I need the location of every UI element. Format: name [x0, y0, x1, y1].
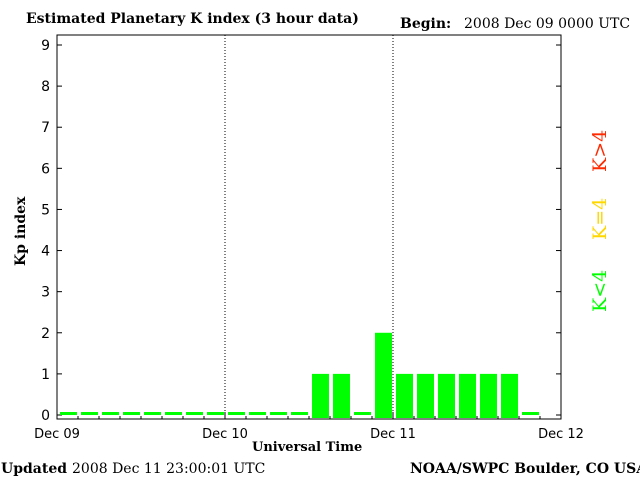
kp-bar	[312, 373, 329, 418]
kp-bar	[270, 412, 287, 415]
source-credit: NOAA/SWPC Boulder, CO USA	[410, 461, 640, 477]
kp-bar	[438, 373, 455, 418]
x-axis-label: Universal Time	[252, 440, 363, 455]
y-axis-label: Kp index	[13, 196, 29, 266]
legend-k-greater-4: K>4	[589, 129, 611, 172]
x-tick-label: Dec 09	[34, 427, 80, 442]
y-tick-label: 7	[41, 120, 50, 136]
y-tick-label: 1	[41, 367, 50, 383]
y-tick-label: 4	[41, 244, 50, 260]
y-tick-label: 8	[41, 79, 50, 95]
kp-bar	[186, 412, 203, 415]
kp-bar	[333, 373, 350, 418]
updated-value: 2008 Dec 11 23:00:01 UTC	[72, 461, 266, 477]
y-tick-label: 5	[41, 202, 50, 218]
kp-bar	[81, 412, 98, 415]
x-tick-label: Dec 11	[370, 427, 416, 442]
begin-value: 2008 Dec 09 0000 UTC	[464, 16, 631, 32]
y-tick-label: 0	[41, 408, 50, 424]
kp-bar	[60, 412, 77, 415]
y-tick-label: 2	[41, 326, 50, 342]
legend-k-equal-4: K=4	[589, 197, 611, 240]
y-tick-label: 6	[41, 161, 50, 177]
kp-bar	[522, 412, 539, 415]
legend-k-less-4: K<4	[589, 269, 611, 312]
kp-bar	[123, 412, 140, 415]
kp-bar	[354, 412, 371, 415]
x-tick-label: Dec 12	[538, 427, 584, 442]
kp-bar	[207, 412, 224, 415]
y-tick-label: 3	[41, 285, 50, 301]
kp-bar	[501, 373, 518, 418]
kp-bar	[291, 412, 308, 415]
kp-bar	[417, 373, 434, 418]
begin-label: Begin:	[400, 16, 452, 32]
updated-label: Updated	[1, 461, 68, 477]
chart-title: Estimated Planetary K index (3 hour data…	[26, 11, 359, 27]
kp-bar	[396, 373, 413, 418]
kp-bar	[249, 412, 266, 415]
kp-bar	[165, 412, 182, 415]
y-tick-label: 9	[41, 38, 50, 54]
kp-bar	[144, 412, 161, 415]
kp-bar	[375, 332, 392, 418]
kp-bar	[480, 373, 497, 418]
kp-bar	[459, 373, 476, 418]
kp-bar	[228, 412, 245, 415]
plot-frame	[56, 34, 562, 420]
kp-bar	[102, 412, 119, 415]
x-tick-label: Dec 10	[202, 427, 248, 442]
